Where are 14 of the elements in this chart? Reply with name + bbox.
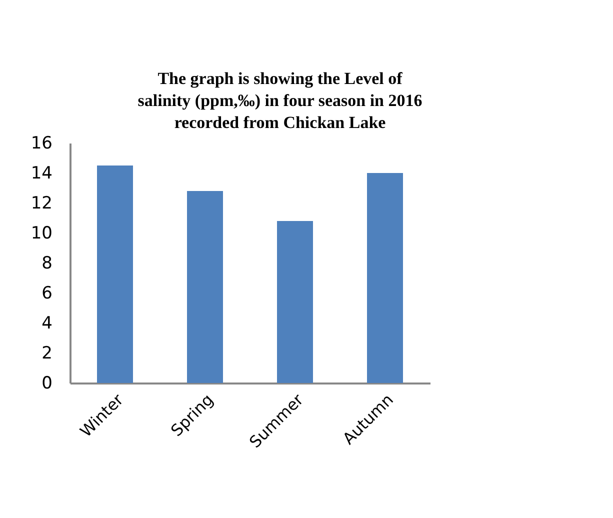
bar <box>367 173 403 383</box>
y-tick-label: 4 <box>42 314 52 334</box>
y-tick-label: 0 <box>42 374 52 394</box>
y-tick-label: 6 <box>42 284 52 304</box>
y-tick-label: 8 <box>42 254 52 274</box>
y-tick-label: 2 <box>42 344 52 364</box>
chart-title: The graph is showing the Level of salinity (ppm,‰) in four season in 2016 recorded from Chickan Lake <box>138 69 422 132</box>
bar <box>277 221 313 383</box>
y-tick-label: 14 <box>30 164 52 184</box>
bar <box>97 166 133 383</box>
y-tick-label: 12 <box>30 194 52 214</box>
y-tick-label: 16 <box>30 134 52 154</box>
bar <box>187 191 223 383</box>
y-tick-label: 10 <box>30 224 52 244</box>
